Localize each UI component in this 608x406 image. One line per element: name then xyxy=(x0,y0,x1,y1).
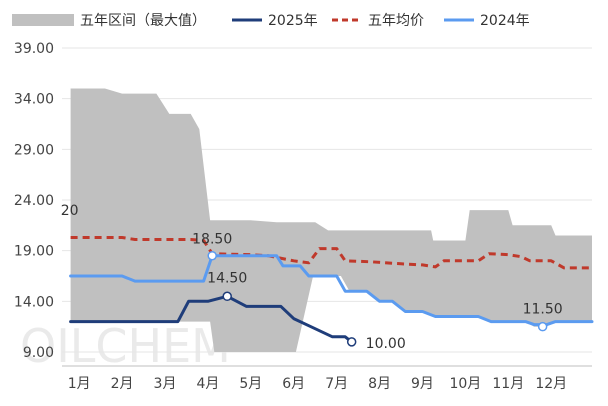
x-tick-label: 3月 xyxy=(154,376,177,392)
legend-label: 2025年 xyxy=(268,13,318,29)
data-label: 18.50 xyxy=(192,232,232,248)
x-tick-label: 4月 xyxy=(196,376,219,392)
x-tick-label: 8月 xyxy=(368,376,391,392)
y-tick-label: 19.00 xyxy=(14,244,54,260)
five-year-range-band xyxy=(70,88,593,352)
annotation-label: 20 xyxy=(61,203,79,219)
y-tick-label: 24.00 xyxy=(14,193,54,209)
legend-label: 五年均价 xyxy=(368,13,424,29)
y-tick-label: 9.00 xyxy=(23,345,54,361)
x-tick-label: 5月 xyxy=(239,376,262,392)
data-point-marker xyxy=(207,250,217,261)
legend-label: 2024年 xyxy=(480,13,530,29)
data-point-marker xyxy=(346,337,357,347)
series-line-1 xyxy=(69,294,354,344)
data-label: 11.50 xyxy=(523,302,563,318)
data-point-marker xyxy=(222,291,232,302)
series-line-2 xyxy=(70,236,592,270)
watermark-text: OILCHEM xyxy=(20,319,231,373)
axes: 9.00 14.00 19.00 24.00 29.00 34.00 39.00 1月 2月 3月… xyxy=(14,41,592,392)
x-tick-label: 12月 xyxy=(535,376,567,392)
legend-swatch-band xyxy=(12,14,74,26)
y-tick-label: 14.00 xyxy=(14,294,54,310)
y-tick-label: 29.00 xyxy=(14,142,54,158)
data-point-marker xyxy=(537,321,548,332)
x-tick-label: 1月 xyxy=(68,376,91,392)
x-tick-label: 2月 xyxy=(111,376,134,392)
legend: 五年区间（最大值） 2025年 五年均价 2024年 xyxy=(12,13,530,29)
y-tick-label: 39.00 xyxy=(14,41,54,57)
legend-label: 五年区间（最大值） xyxy=(80,13,206,29)
x-tick-label: 11月 xyxy=(492,376,524,392)
y-tick-label: 34.00 xyxy=(14,92,54,108)
x-tick-label: 7月 xyxy=(325,376,348,392)
band-area xyxy=(70,88,593,352)
x-tick-label: 9月 xyxy=(411,376,434,392)
data-label: 14.50 xyxy=(207,270,247,286)
data-labels: 14.50 10.00 18.50 11.50 20 xyxy=(61,203,563,352)
x-tick-label: 6月 xyxy=(282,376,305,392)
x-tick-label: 10月 xyxy=(449,376,481,392)
data-label: 10.00 xyxy=(366,336,406,352)
